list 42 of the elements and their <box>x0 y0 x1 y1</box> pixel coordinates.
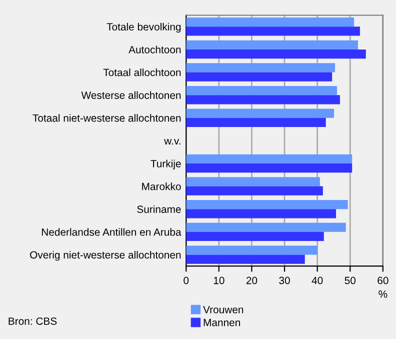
bar <box>186 72 332 82</box>
x-tick-label: 60 <box>378 276 388 284</box>
bar <box>186 186 323 196</box>
y-tick-label: Totaal niet-westerse allochtonen <box>32 114 181 122</box>
bar <box>186 86 338 96</box>
bar <box>186 49 366 59</box>
x-tick-label: 40 <box>312 276 323 284</box>
y-tick-label: Suriname <box>137 205 181 213</box>
y-tick-label: Turkije <box>150 160 181 170</box>
y-tick-label: Overig niet-westerse allochtonen <box>30 250 181 261</box>
y-tick-label: Westerse allochtonen <box>81 91 181 99</box>
bar <box>186 177 320 186</box>
bar <box>186 40 358 50</box>
bar <box>186 200 348 210</box>
y-tick-label: Marokko <box>142 182 181 190</box>
legend-label: Mannen <box>204 318 240 326</box>
bar <box>186 108 334 118</box>
y-tick-label: Totale bevolking <box>106 22 181 33</box>
legend-label: Vrouwen <box>203 306 244 314</box>
x-tick-label: 0 <box>184 276 189 284</box>
bar <box>186 254 305 264</box>
x-tick-label: 30 <box>279 276 290 284</box>
bar <box>186 209 336 218</box>
y-tick-label: w.v. <box>164 138 180 144</box>
bar <box>186 246 318 255</box>
y-tick-label: Autochtoon <box>128 46 181 54</box>
bar <box>186 63 336 72</box>
x-axis-title: % <box>378 290 388 298</box>
text: Bron: CBS <box>8 317 57 325</box>
y-tick-label: Nederlandse Antillen en Aruba <box>42 228 182 236</box>
y-tick-label: Totaal allochtoon <box>103 68 181 76</box>
bar <box>186 232 324 242</box>
bar <box>186 163 352 173</box>
bar <box>186 26 360 36</box>
x-tick-label: 50 <box>344 276 356 284</box>
bar <box>186 18 354 27</box>
x-tick-label: 20 <box>246 276 258 284</box>
bar <box>186 95 340 104</box>
x-tick-label: 10 <box>214 276 224 284</box>
bar <box>186 118 326 127</box>
bar <box>186 222 346 232</box>
bar <box>186 154 352 164</box>
